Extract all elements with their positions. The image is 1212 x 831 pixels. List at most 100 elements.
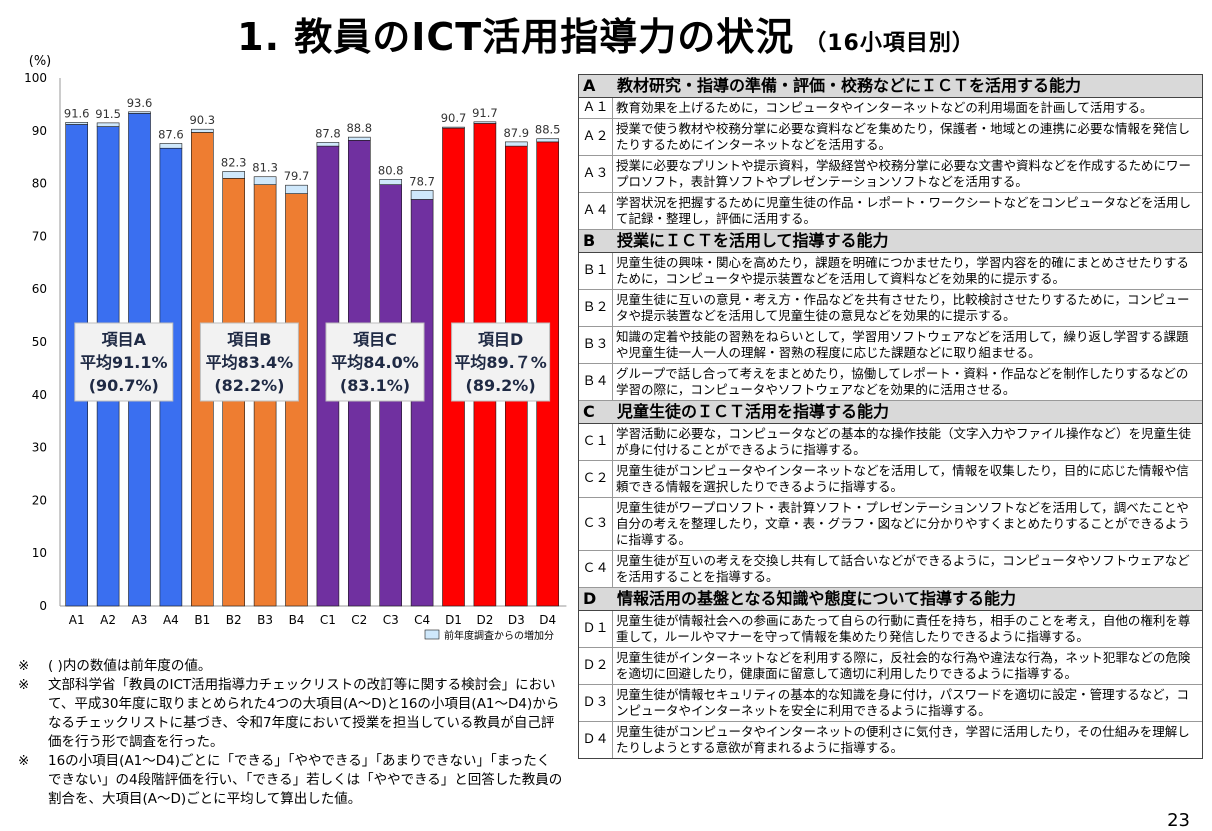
x-tick-label: C3 [383,613,399,627]
item-code: Ｂ２ [579,290,613,326]
bar-increase-D4 [536,138,560,143]
footnote-text: 16の小項目(A1～D4)ごとに「できる」「ややできる」「あまりできない」「まっ… [48,753,563,807]
data-label-A2: 91.5 [95,107,121,121]
data-label-A4: 87.6 [158,127,184,141]
checklist-item: Ｃ３ 児童生徒がワープロソフト・表計算ソフト・プレゼンテーションソフトなどを活用し… [579,498,1202,551]
item-code: Ｄ２ [579,648,613,684]
item-code: Ｃ２ [579,461,613,497]
section-header-b: B 授業にＩＣＴを活用して指導する能力 [579,230,1202,253]
item-description: 児童生徒に互いの意見・考え方・作品などを共有させたり，比較検討させたりするために… [616,292,1190,323]
bar-increase-B1 [191,128,214,133]
data-label-A3: 93.6 [127,96,153,110]
item-description: 授業で使う教材や校務分掌に必要な資料などを集めたり，保護者・地域との連携に必要な… [616,121,1191,152]
x-tick-label: A4 [163,613,179,627]
item-description: 知識の定着や技能の習熟をねらいとして，学習用ソフトウェアなどを活用して，繰り返し… [616,329,1189,360]
footnote-mark: ※ [18,677,30,693]
data-label-B4: 79.7 [284,169,310,183]
checklist-panel: A 教材研究・指導の準備・評価・校務などにＩＣＴを活用する能力 Ａ１ 教育効果を上げる… [578,74,1203,759]
x-tick-label: A1 [69,613,85,627]
checklist-item: Ｂ１ 児童生徒の興味・関心を高めたり，課題を明確につかませたり，学習内容を的確にま… [579,253,1202,290]
group-average: 平均91.1% [80,353,168,372]
footnote: ※ ( )内の数値は前年度の値。 [18,657,563,676]
item-code: Ａ４ [579,193,613,229]
bar-increase-A2 [96,122,120,127]
checklist-item: Ｂ２ 児童生徒に互いの意見・考え方・作品などを共有させたり，比較検討させたりするた… [579,290,1202,327]
item-description: 児童生徒が情報セキュリティの基本的な知識を身に付け，パスワードを適切に設定・管理… [616,687,1190,718]
bar-increase-B3 [253,176,277,185]
group-previous: (82.2%) [214,376,284,395]
checklist-item: Ｂ３ 知識の定着や技能の習熟をねらいとして，学習用ソフトウェアなどを活用して，繰り… [579,327,1202,364]
data-label-B3: 81.3 [252,161,278,175]
data-label-C1: 87.8 [315,126,341,140]
bar-increase-C3 [379,179,403,185]
group-previous: (90.7%) [89,376,159,395]
item-description: 児童生徒が互いの考えを交換し共有して話合いなどができるように，コンピュータやソフ… [616,553,1190,584]
item-description: 児童生徒がコンピュータやインターネットなどを活用して，情報を収集したり，目的に応… [616,463,1189,494]
item-code: Ｂ３ [579,327,613,363]
footnote-mark: ※ [18,753,30,769]
x-tick-label: A3 [132,613,148,627]
data-label-C4: 78.7 [409,174,435,188]
item-code: Ｂ４ [579,364,613,400]
x-tick-label: D2 [476,613,493,627]
footnote: ※ 文部科学省「教員のICT活用指導力チェックリストの改訂等に関する検討会」におい… [18,676,563,752]
y-tick-label: 30 [32,441,47,455]
checklist-item: Ｂ４ グループで話し合って考えをまとめたり，協働してレポート・資料・作品などを制作… [579,364,1202,401]
item-description: 授業に必要なプリントや提示資料，学級経営や校務分掌に必要な文書や資料などを作成す… [616,158,1192,189]
x-tick-label: B1 [194,613,210,627]
bar-increase-B2 [222,171,245,179]
group-label-box [451,322,551,402]
section-header-c: C 児童生徒のＩＣＴ活用を指導する能力 [579,401,1202,424]
section-letter: A [583,76,596,95]
section-letter: C [583,402,595,421]
group-previous: (83.1%) [340,376,410,395]
footnote-mark: ※ [18,658,30,674]
y-tick-label: 100 [24,71,47,85]
checklist-item: Ｃ２ 児童生徒がコンピュータやインターネットなどを活用して，情報を収集したり，目的… [579,461,1202,498]
item-description: 学習状況を把握するために児童生徒の作品・レポート・ワークシートなどをコンピュータ… [616,195,1192,226]
checklist-item: Ａ３ 授業に必要なプリントや提示資料，学級経営や校務分掌に必要な文書や資料などを作… [579,156,1202,193]
bar-increase-C1 [316,142,340,147]
section-title: 情報活用の基盤となる知識や態度について指導する能力 [617,589,1017,608]
checklist-item: Ｃ１ 学習活動に必要な，コンピュータなどの基本的な操作技能（文字入力やファイル操作… [579,424,1202,461]
data-label-C3: 80.8 [378,163,404,177]
x-tick-label: C4 [414,613,430,627]
y-tick-label: 0 [39,599,47,613]
section-title: 児童生徒のＩＣＴ活用を指導する能力 [617,402,890,421]
group-previous: (89.2%) [466,376,536,395]
group-label-box [74,322,174,402]
y-tick-label: 70 [32,229,47,243]
bar-increase-C4 [410,190,434,200]
data-label-B1: 90.3 [189,113,215,127]
item-code: Ａ１ [579,98,613,118]
data-label-D4: 88.5 [535,123,561,137]
bar-increase-A1 [65,122,88,125]
checklist-item: Ｄ１ 児童生徒が情報社会への参画にあたって自らの行動に責任を持ち，相手のことを考え… [579,611,1202,648]
section-title: 教材研究・指導の準備・評価・校務などにＩＣＴを活用する能力 [617,76,1082,95]
group-name: 項目B [227,330,271,349]
checklist-item: Ｄ３ 児童生徒が情報セキュリティの基本的な知識を身に付け，パスワードを適切に設定・… [579,685,1202,722]
checklist-item: Ａ４ 学習状況を把握するために児童生徒の作品・レポート・ワークシートなどをコンピュ… [579,193,1202,230]
item-description: 児童生徒がインターネットなどを利用する際に，反社会的な行為や違法な行為，ネット犯… [616,650,1191,681]
data-label-C2: 88.8 [346,121,372,135]
checklist-item: Ｄ２ 児童生徒がインターネットなどを利用する際に，反社会的な行為や違法な行為，ネッ… [579,648,1202,685]
section-title: 授業にＩＣＴを活用して指導する能力 [617,231,889,250]
group-average: 平均83.4% [206,353,294,372]
checklist-item: Ｄ４ 児童生徒がコンピュータやインターネットの便利さに気付き，学習に活用したり，そ… [579,722,1202,758]
footnote: ※ 16の小項目(A1～D4)ごとに「できる」「ややできる」「あまりできない」「ま… [18,752,563,809]
bar-increase-D3 [504,141,528,147]
item-description: 学習活動に必要な，コンピュータなどの基本的な操作技能（文字入力やファイル操作など… [616,426,1192,457]
section-letter: B [583,231,596,250]
bar-chart: (%) 0 10 20 30 40 50 60 70 80 90 100 91.6 A1 91.5 A2 93.… [24,55,567,642]
item-description: 教育効果を上げるために，コンピュータやインターネットなどの利用場面を計画して活用… [616,100,1153,115]
x-tick-label: B3 [257,613,273,627]
bar-increase-B4 [285,184,308,194]
title-sub: （16小項目別） [804,31,975,56]
legend-label: 前年度調査からの増加分 [444,629,554,642]
group-average: 平均89.７% [454,353,546,372]
legend-swatch [424,629,440,640]
section-letter: D [583,589,597,608]
y-tick-label: 40 [32,388,47,402]
page-title: 1. 教員のICT活用指導力の状況 （16小項目別） [0,6,1212,61]
checklist-item: Ｃ４ 児童生徒が互いの考えを交換し共有して話合いなどができるように，コンピュータや… [579,551,1202,588]
